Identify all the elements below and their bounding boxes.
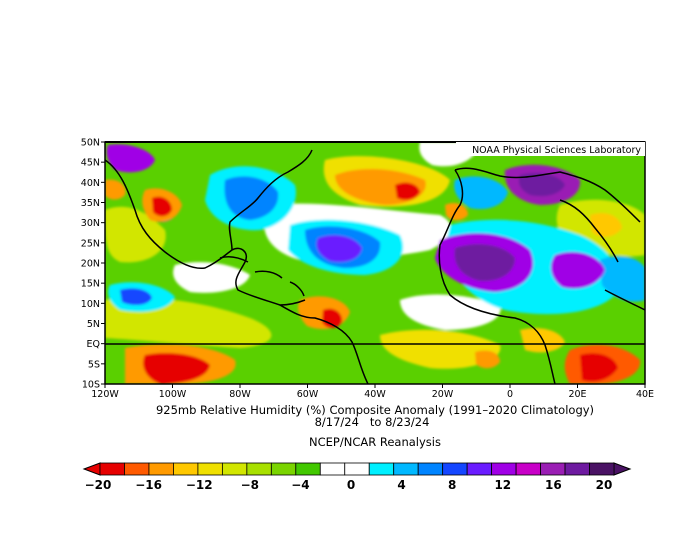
lat-label: 10N — [81, 299, 100, 310]
caption-title: 925mb Relative Humidity (%) Composite An… — [156, 403, 594, 417]
anomaly-yellow-west — [105, 206, 166, 263]
lon-label: 60W — [297, 389, 319, 400]
colorbar-swatch — [564, 462, 590, 476]
caption-date-range: 8/17/24 to 8/23/24 — [315, 415, 430, 429]
lon-label: 80W — [229, 389, 251, 400]
lat-label: 40N — [81, 178, 100, 189]
colorbar-swatch — [515, 462, 541, 476]
anomaly-purple-east-africa — [550, 251, 605, 289]
colorbar-swatch — [466, 462, 493, 476]
lon-label: 0 — [507, 389, 513, 400]
colorbar-swatch — [344, 462, 370, 476]
lat-label: 45N — [81, 158, 100, 169]
colorbar-tick-label: 16 — [545, 478, 562, 492]
lat-label: 5N — [87, 319, 100, 330]
colorbar-swatch — [221, 462, 248, 476]
colorbar-swatch — [99, 462, 125, 476]
colorbar-swatch — [148, 462, 174, 476]
colorbar-tick-label: 4 — [397, 478, 405, 492]
anomaly-orange-sw-atlantic — [475, 350, 500, 369]
colorbar-tick-label: 20 — [596, 478, 613, 492]
lat-label: 20N — [81, 259, 100, 270]
coast-eastern-mediterranean — [559, 199, 619, 263]
colorbar-swatch — [197, 462, 223, 476]
credit-text: NOAA Physical Sciences Laboratory — [472, 145, 641, 156]
anomaly-blue-arabia — [600, 256, 645, 302]
colorbar-swatch — [295, 462, 321, 476]
anomaly-purple-dark-europe — [518, 173, 565, 197]
anomaly-orange-west-pacific-north — [105, 179, 126, 200]
map-plot-area: NOAA Physical Sciences Laboratory — [104, 141, 646, 385]
anomaly-white-sahel — [400, 294, 501, 330]
colorbar-swatch — [540, 462, 566, 476]
caption-source: NCEP/NCAR Reanalysis — [309, 435, 441, 449]
anomaly-red-central-atl — [395, 182, 420, 200]
colorbar-swatch — [442, 462, 468, 476]
coast-north-america — [105, 149, 313, 306]
colorbar-swatch — [368, 462, 395, 476]
lat-label: 50N — [81, 138, 100, 149]
coastlines — [105, 149, 645, 384]
colorbar-tick-label: −16 — [135, 478, 162, 492]
colorbar-swatch — [589, 462, 615, 476]
anomaly-yellow-south-atl — [380, 329, 501, 369]
colorbar-tick-label: 8 — [448, 478, 456, 492]
colorbar-under-arrow — [82, 462, 101, 476]
anomaly-red-southern-africa — [580, 353, 618, 382]
colorbar-tick-label: 0 — [347, 478, 355, 492]
lon-label: 100W — [159, 389, 187, 400]
lat-label: 5S — [88, 359, 100, 370]
latitude-axis: 50N 45N 40N 35N 30N 25N 20N 15N 10N 5N EQ 5S 10S — [81, 138, 105, 391]
lon-label: 40E — [636, 389, 654, 400]
anomaly-purple-mexico — [106, 144, 155, 173]
colorbar-tick-label: −12 — [186, 478, 213, 492]
anomaly-blue-north-atl — [454, 176, 508, 210]
colorbar-tick-label: 12 — [494, 478, 511, 492]
colorbar-swatch — [270, 462, 297, 476]
lon-label: 20E — [568, 389, 586, 400]
colorbar-swatch — [491, 462, 517, 476]
colorbar: −20 −16 −12 −8 −4 0 4 8 12 16 20 — [82, 462, 632, 492]
anomaly-red-south-pacific — [143, 353, 210, 384]
colorbar-tick-label: −20 — [85, 478, 112, 492]
anomaly-blue-west-atl — [224, 176, 279, 220]
coast-africa-europe — [438, 167, 645, 384]
anomaly-blue-pacific-small — [120, 288, 152, 306]
caption: 925mb Relative Humidity (%) Composite An… — [156, 403, 594, 449]
lat-label: 35N — [81, 198, 100, 209]
colorbar-swatch — [393, 462, 419, 476]
lat-label: EQ — [87, 339, 100, 350]
lat-label: 25N — [81, 238, 100, 249]
lon-label: 20W — [432, 389, 454, 400]
coast-caribbean-islands — [219, 256, 305, 297]
colorbar-tick-label: −8 — [241, 478, 259, 492]
lat-label: 15N — [81, 279, 100, 290]
colorbar-swatch — [124, 462, 150, 476]
credit-box — [456, 142, 645, 156]
colorbar-swatch — [319, 462, 346, 476]
lon-label: 120W — [91, 389, 119, 400]
colorbar-over-arrow — [613, 462, 632, 476]
anomaly-purple-dark-west-africa — [454, 244, 515, 282]
humidity-anomaly-fields — [105, 142, 645, 384]
lon-label: 40W — [364, 389, 386, 400]
colorbar-tick-label: −4 — [291, 478, 309, 492]
colorbar-swatch — [417, 462, 444, 476]
lat-label: 10S — [82, 380, 100, 391]
anomaly-red-west-us — [152, 196, 172, 217]
coast-south-america — [279, 304, 369, 384]
longitude-axis: 120W 100W 80W 60W 40W 20W 0 20E 40E — [91, 384, 654, 400]
anomaly-red-venezuela — [322, 308, 343, 328]
lat-label: 30N — [81, 218, 100, 229]
colorbar-swatch — [246, 462, 272, 476]
colorbar-swatch — [173, 462, 199, 476]
anomaly-violet-atlantic — [316, 235, 362, 262]
anomaly-white-gulf — [173, 262, 250, 293]
